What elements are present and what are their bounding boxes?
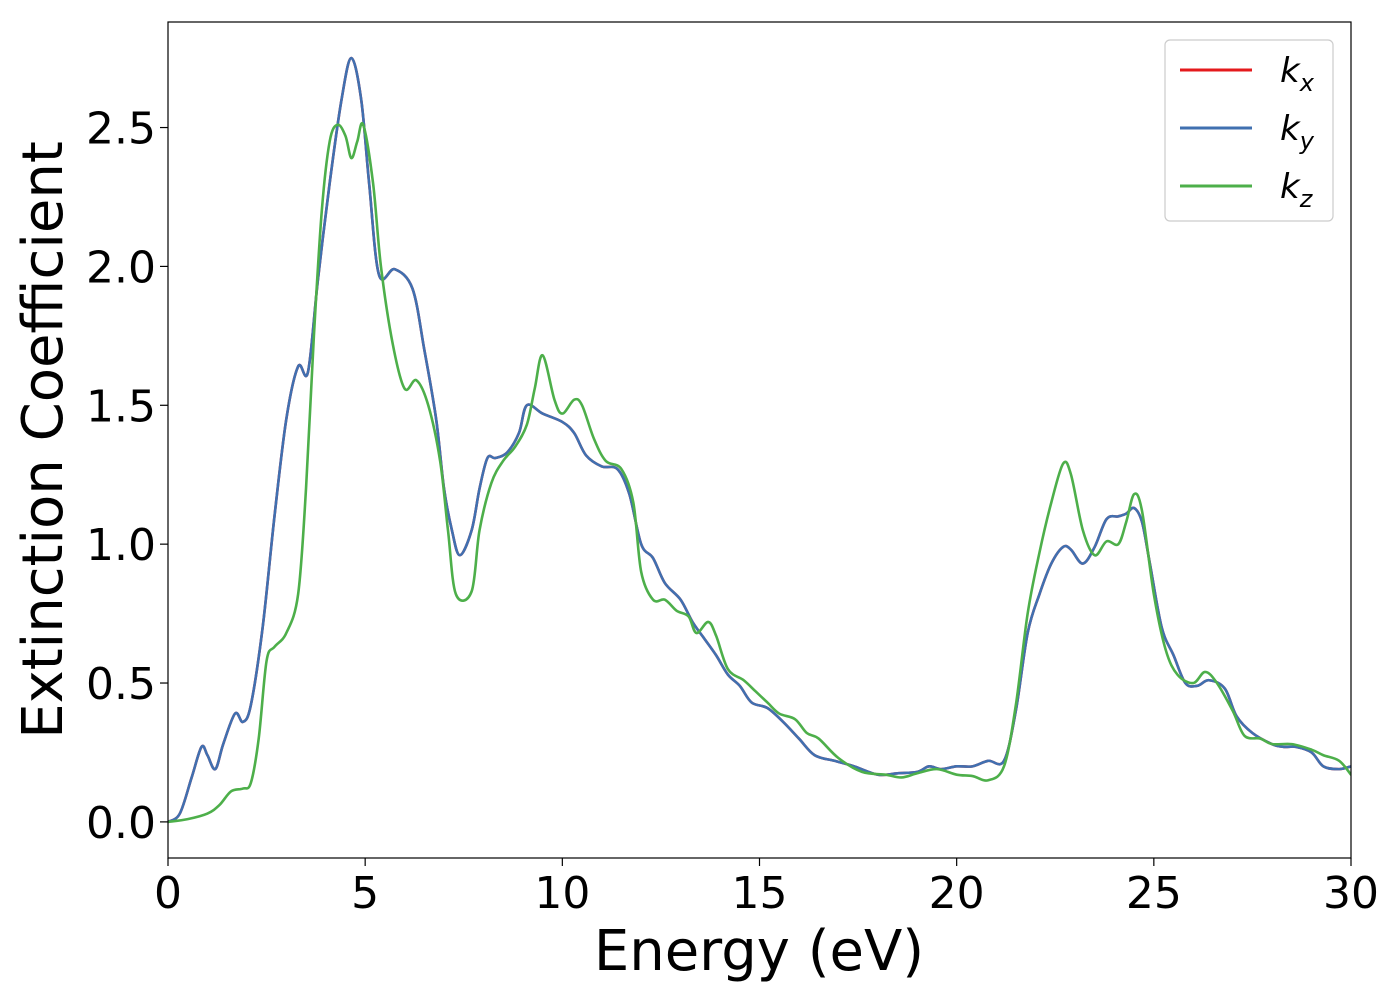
y-axis-title: Extinction Coefficient xyxy=(11,141,76,739)
x-tick-label: 0 xyxy=(154,868,182,919)
y-tick-label: 2.5 xyxy=(86,104,156,155)
x-tick-label: 10 xyxy=(534,868,590,919)
x-tick-label: 15 xyxy=(732,868,788,919)
y-tick-label: 1.0 xyxy=(86,520,156,571)
y-tick-label: 2.0 xyxy=(86,242,156,293)
x-tick-label: 5 xyxy=(351,868,379,919)
x-tick-label: 30 xyxy=(1323,868,1379,919)
series-line-kz xyxy=(168,121,1351,824)
legend-box xyxy=(1164,39,1334,222)
y-tick-label: 0.5 xyxy=(86,659,156,710)
series-layer xyxy=(168,56,1351,824)
y-axis-ticks: 0.0 0.5 1.0 1.5 2.0 2.5 xyxy=(86,104,168,849)
x-tick-label: 20 xyxy=(929,868,985,919)
x-tick-label: 25 xyxy=(1126,868,1182,919)
plot-area xyxy=(168,22,1351,858)
y-tick-label: 1.5 xyxy=(86,381,156,432)
series-line-ky xyxy=(168,56,1351,824)
y-tick-label: 0.0 xyxy=(86,798,156,849)
x-axis-ticks: 0 5 10 15 20 25 30 xyxy=(154,858,1379,919)
x-axis-title: Energy (eV) xyxy=(594,919,924,984)
